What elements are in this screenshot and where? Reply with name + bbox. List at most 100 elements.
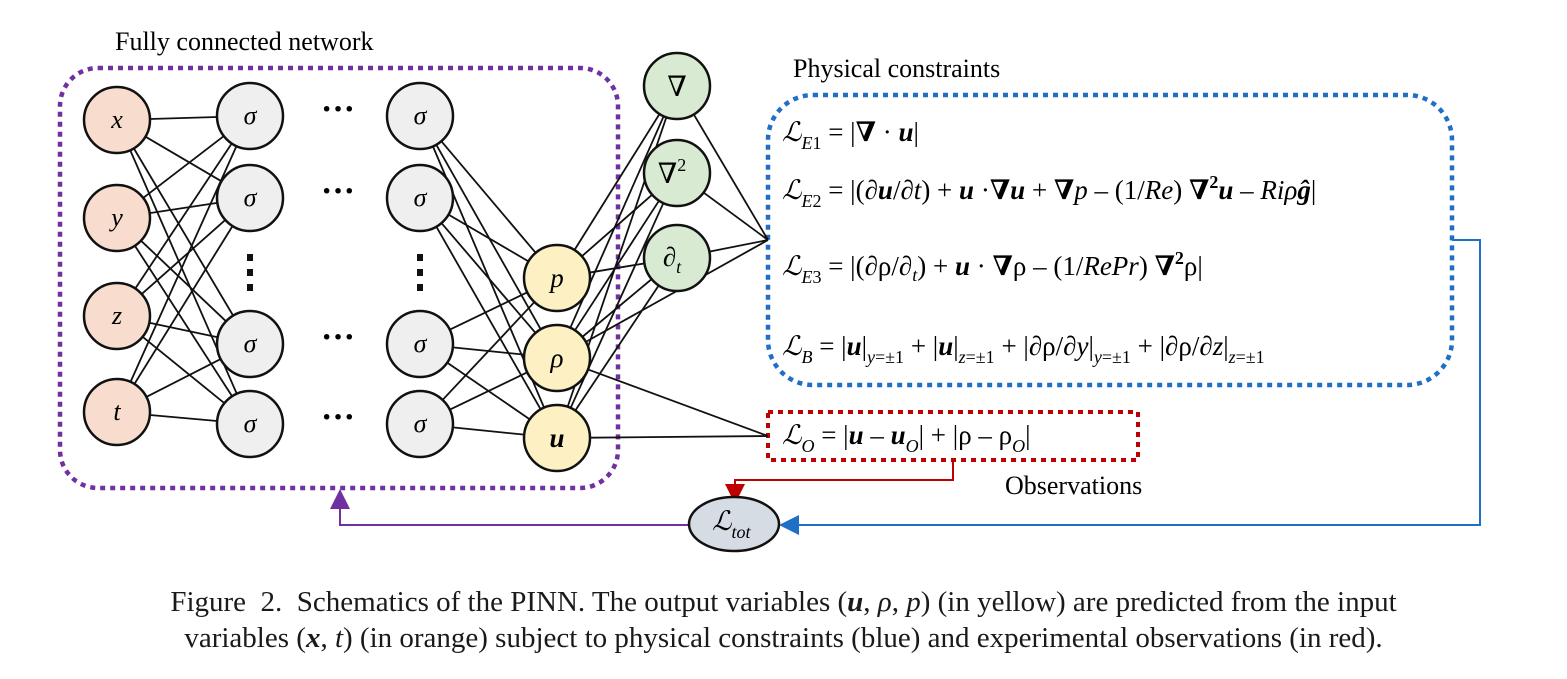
connection-line xyxy=(133,225,234,385)
hidden-node-label: σ xyxy=(244,183,258,212)
connection-line xyxy=(449,371,528,411)
connection-line xyxy=(589,435,769,439)
output-node-u xyxy=(522,403,592,473)
gradient-node xyxy=(642,51,712,121)
total-to-network-arrow xyxy=(330,489,690,526)
loss-e1: ℒE1 = |∇ · u| xyxy=(782,117,919,153)
output-label-u: u xyxy=(549,423,564,453)
input-label-y: y xyxy=(108,203,123,232)
connection-line xyxy=(140,240,227,322)
input-label-x: x xyxy=(110,105,123,134)
connection-line xyxy=(141,219,226,295)
caption-line-2: variables (x, t) (in orange) subject to … xyxy=(184,622,1383,654)
connection-line xyxy=(145,358,222,398)
vertical-dot xyxy=(417,284,423,291)
loss-e3: ℒE3 = |(∂ρ/∂t) + u · ∇ρ – (1/RePr) ∇2ρ| xyxy=(782,248,1203,287)
hidden-node xyxy=(215,163,285,233)
operator-nodes: ∇ ∇2 ∂t xyxy=(642,51,712,293)
observations-label: Observations xyxy=(1005,471,1142,500)
hidden-node-label: σ xyxy=(414,183,428,212)
output-label-rho: ρ xyxy=(550,343,564,373)
hidden-node xyxy=(385,309,455,379)
vertical-dot xyxy=(247,254,253,261)
laplacian-node xyxy=(642,138,712,208)
connection-line xyxy=(133,147,234,317)
connection-line xyxy=(149,116,218,120)
loss-e2: ℒE2 = |(∂u/∂t) + u ·∇u + ∇p – (1/Re) ∇2u… xyxy=(782,172,1316,211)
connection-line xyxy=(693,113,769,241)
input-label-z: z xyxy=(111,301,122,330)
vertical-dot xyxy=(247,269,253,276)
connection-line xyxy=(448,213,529,263)
horizontal-ellipsis: ··· xyxy=(321,91,355,128)
output-label-p: p xyxy=(548,263,564,293)
input-label-t: t xyxy=(113,397,121,426)
connection-line xyxy=(435,226,542,410)
connection-line xyxy=(441,301,536,401)
connection-line xyxy=(587,368,769,437)
connection-line xyxy=(134,245,233,397)
output-node-p xyxy=(522,243,592,313)
total-loss-label: ℒtot xyxy=(712,506,751,542)
input-node-x xyxy=(82,85,152,155)
figure-caption: Figure 2. Schematics of the PINN. The ou… xyxy=(40,584,1527,656)
connection-line xyxy=(440,222,537,334)
connection-line xyxy=(709,239,769,253)
connection-line xyxy=(703,191,769,241)
loss-o: ℒO = |u – uO| + |ρ – ρO| xyxy=(782,420,1031,456)
hidden-layer-n: σ σ σ σ xyxy=(385,81,455,459)
connection-line xyxy=(574,200,660,331)
horizontal-ellipsis: ··· xyxy=(321,319,355,356)
hidden-node-label: σ xyxy=(244,101,258,130)
hidden-node-label: σ xyxy=(414,409,428,438)
connection-line xyxy=(149,414,218,422)
hidden-layer-1: σ σ σ σ xyxy=(215,81,285,459)
connection-line xyxy=(149,202,218,214)
hidden-node xyxy=(385,163,455,233)
time-derivative-node xyxy=(642,223,712,293)
hidden-node xyxy=(215,309,285,379)
connection-line xyxy=(134,142,233,290)
hidden-node-label: σ xyxy=(244,329,258,358)
physical-constraints-label: Physical constraints xyxy=(793,54,1000,83)
network-label: Fully connected network xyxy=(115,27,374,56)
hidden-node xyxy=(385,389,455,459)
input-nodes: x y z t xyxy=(82,85,152,447)
hidden-node xyxy=(385,81,455,151)
horizontal-ellipsis: ··· xyxy=(321,173,355,210)
connection-line xyxy=(452,426,525,436)
network-box xyxy=(57,65,621,491)
caption-line-1: Figure 2. Schematics of the PINN. The ou… xyxy=(170,586,1397,618)
hidden-node-label: σ xyxy=(414,101,428,130)
gradient-label: ∇ xyxy=(667,72,687,103)
total-loss-ellipse xyxy=(687,495,781,553)
connection-line xyxy=(149,321,218,339)
loss-b: ℒB = |u|y=±1 + |u|z=±1 + |∂ρ/∂y|y=±1 + |… xyxy=(782,331,1265,367)
vertical-dot xyxy=(247,284,253,291)
total-loss-node: ℒtot xyxy=(687,495,781,553)
vertical-dot xyxy=(417,269,423,276)
pinn-diagram: Fully connected network Physical constra… xyxy=(57,27,1481,553)
connection-line xyxy=(581,194,653,257)
connection-line xyxy=(449,291,528,331)
physics-to-total-arrow xyxy=(779,239,1481,535)
horizontal-ellipsis: ··· xyxy=(321,399,355,436)
loss-equations: ℒE1 = |∇ · u| ℒE2 = |(∂u/∂t) + u ·∇u + ∇… xyxy=(782,117,1316,456)
output-nodes: p ρ u xyxy=(522,243,592,473)
hidden-node-label: σ xyxy=(414,329,428,358)
connection-line xyxy=(574,284,660,412)
connection-line xyxy=(145,135,222,183)
vertical-dot xyxy=(417,254,423,261)
hidden-node xyxy=(215,81,285,151)
observation-to-total-arrow xyxy=(725,460,954,504)
output-node-rho xyxy=(522,323,592,393)
connection-line xyxy=(142,135,225,199)
layer-ellipses: ··· ··· ··· ··· xyxy=(321,91,355,436)
vertical-ellipses xyxy=(247,254,423,291)
input-node-y xyxy=(82,183,152,253)
connection-line xyxy=(440,140,537,254)
hidden-node xyxy=(215,389,285,459)
connection-line xyxy=(573,113,661,251)
hidden-node-label: σ xyxy=(244,409,258,438)
input-node-t xyxy=(82,377,152,447)
